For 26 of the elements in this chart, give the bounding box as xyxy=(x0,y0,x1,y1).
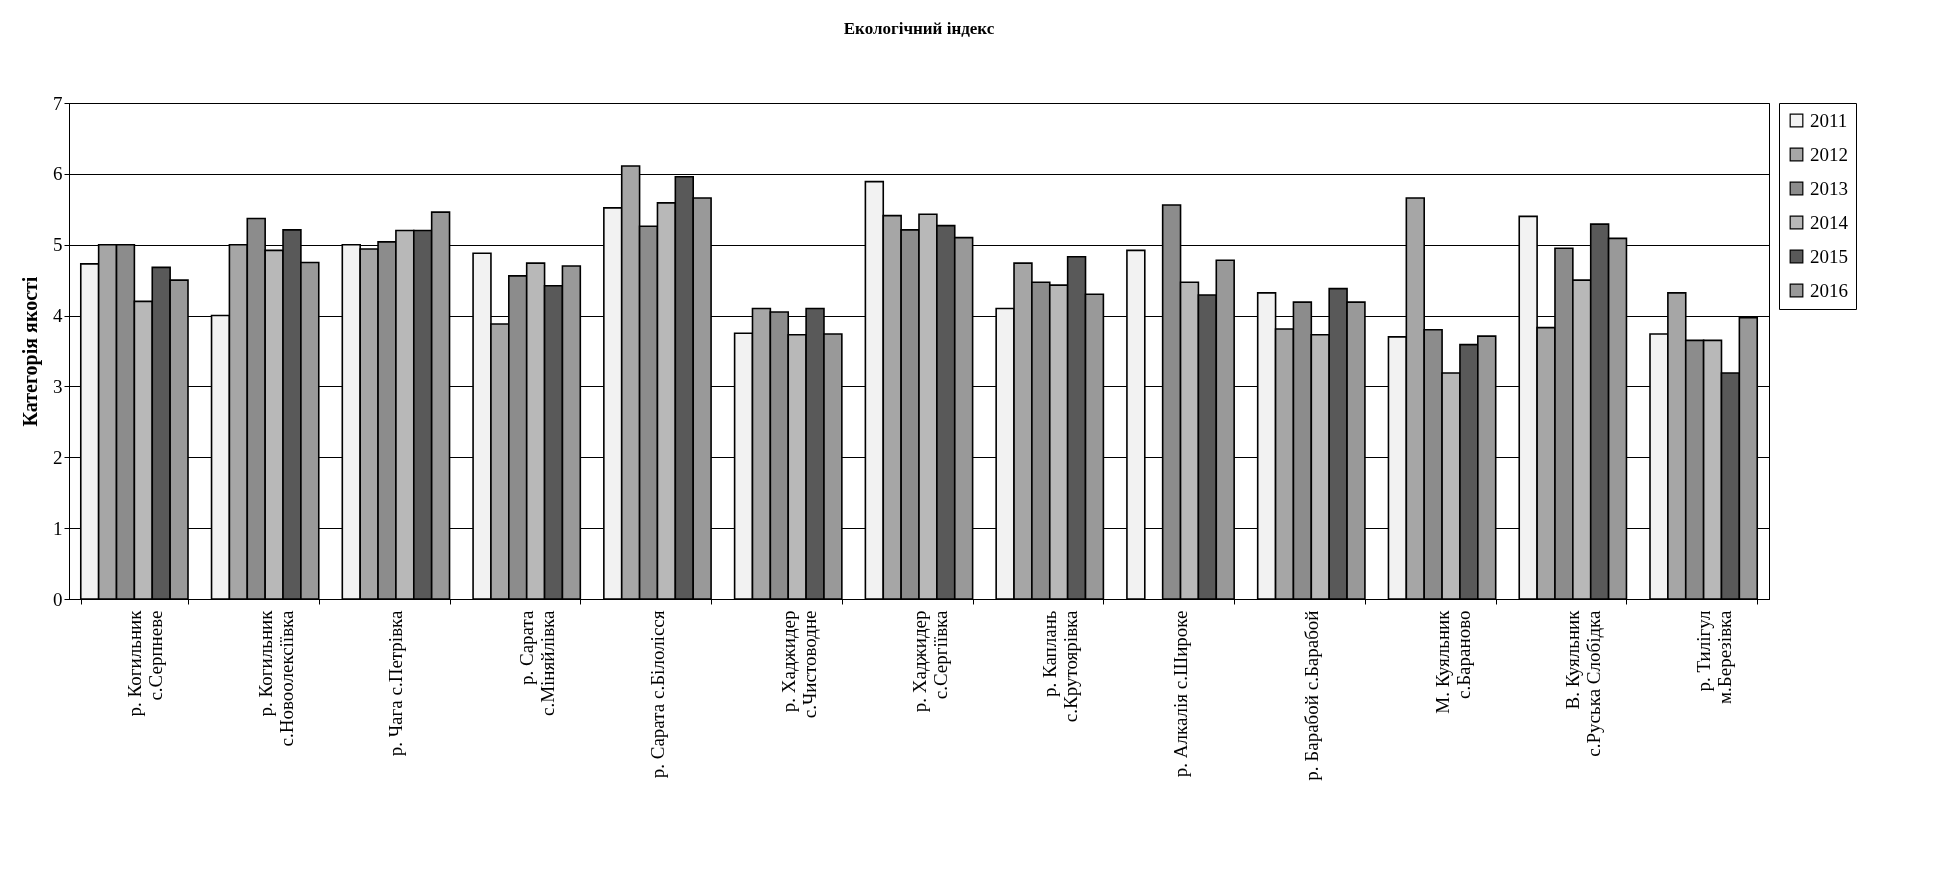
y-axis-title: Категорія якості xyxy=(19,276,42,427)
x-tick-label: р. Хаджидер с.Чистоводне xyxy=(777,610,820,719)
x-tick-label: р. Чага с.Петрівка xyxy=(385,609,407,757)
y-tick-label: 7 xyxy=(53,92,63,114)
x-tick-label: р. Алкалія с.Широке xyxy=(1170,610,1192,778)
legend-label: 2011 xyxy=(1810,109,1848,131)
y-tick-label: 3 xyxy=(53,375,63,397)
x-tick-label: р. Барабой с.Барабой xyxy=(1300,610,1322,781)
y-tick-label: 1 xyxy=(53,517,63,539)
x-tick-label: М. Куяльник с.Бараново xyxy=(1431,609,1474,714)
x-tick-label: р. Тилігул м.Березівка xyxy=(1693,609,1736,704)
legend-label: 2015 xyxy=(1810,245,1848,267)
y-tick-label: 0 xyxy=(53,588,63,610)
x-tick-label: р. Когильник с.Серпневе xyxy=(123,609,166,717)
y-tick-label: 2 xyxy=(53,446,63,468)
legend-label: 2012 xyxy=(1810,143,1848,165)
y-tick-label: 5 xyxy=(53,234,63,256)
x-tick-label: р. Сарата с.Білолісся xyxy=(646,610,668,779)
chart-title: Екологічний індекс xyxy=(843,19,995,38)
x-tick-label: р. Сарата с.Міняйлівка xyxy=(516,609,559,717)
legend-label: 2016 xyxy=(1810,279,1848,301)
legend-label: 2014 xyxy=(1810,211,1849,233)
x-tick-label: р. Хаджидер с.Сергіївка xyxy=(908,609,951,713)
y-tick-label: 6 xyxy=(53,163,63,185)
legend-label: 2013 xyxy=(1810,177,1848,199)
y-tick-label: 4 xyxy=(53,305,63,327)
